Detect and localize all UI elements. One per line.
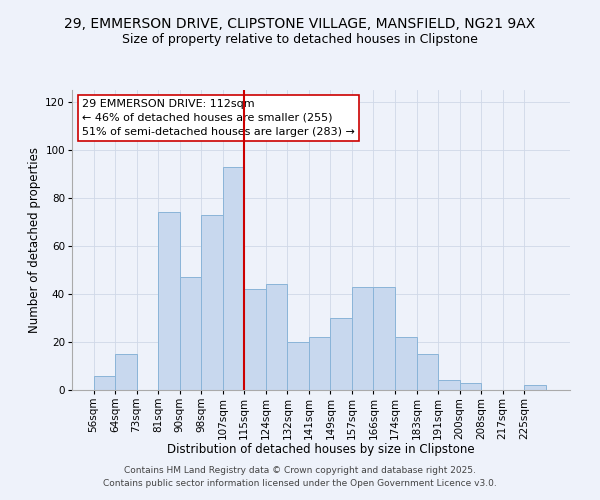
X-axis label: Distribution of detached houses by size in Clipstone: Distribution of detached houses by size … [167,443,475,456]
Text: 29 EMMERSON DRIVE: 112sqm
← 46% of detached houses are smaller (255)
51% of semi: 29 EMMERSON DRIVE: 112sqm ← 46% of detac… [82,99,355,137]
Bar [438,380,460,390]
Y-axis label: Number of detached properties: Number of detached properties [28,147,41,333]
Bar [94,376,115,390]
Bar [331,318,352,390]
Bar [201,215,223,390]
Text: Contains HM Land Registry data © Crown copyright and database right 2025.
Contai: Contains HM Land Registry data © Crown c… [103,466,497,487]
Bar [287,342,309,390]
Bar [223,167,244,390]
Bar [373,287,395,390]
Bar [524,385,546,390]
Bar [266,284,287,390]
Bar [158,212,179,390]
Bar [416,354,438,390]
Text: Size of property relative to detached houses in Clipstone: Size of property relative to detached ho… [122,32,478,46]
Bar [309,337,331,390]
Bar [115,354,137,390]
Bar [244,289,266,390]
Bar [395,337,416,390]
Bar [179,277,201,390]
Text: 29, EMMERSON DRIVE, CLIPSTONE VILLAGE, MANSFIELD, NG21 9AX: 29, EMMERSON DRIVE, CLIPSTONE VILLAGE, M… [64,18,536,32]
Bar [352,287,373,390]
Bar [460,383,481,390]
